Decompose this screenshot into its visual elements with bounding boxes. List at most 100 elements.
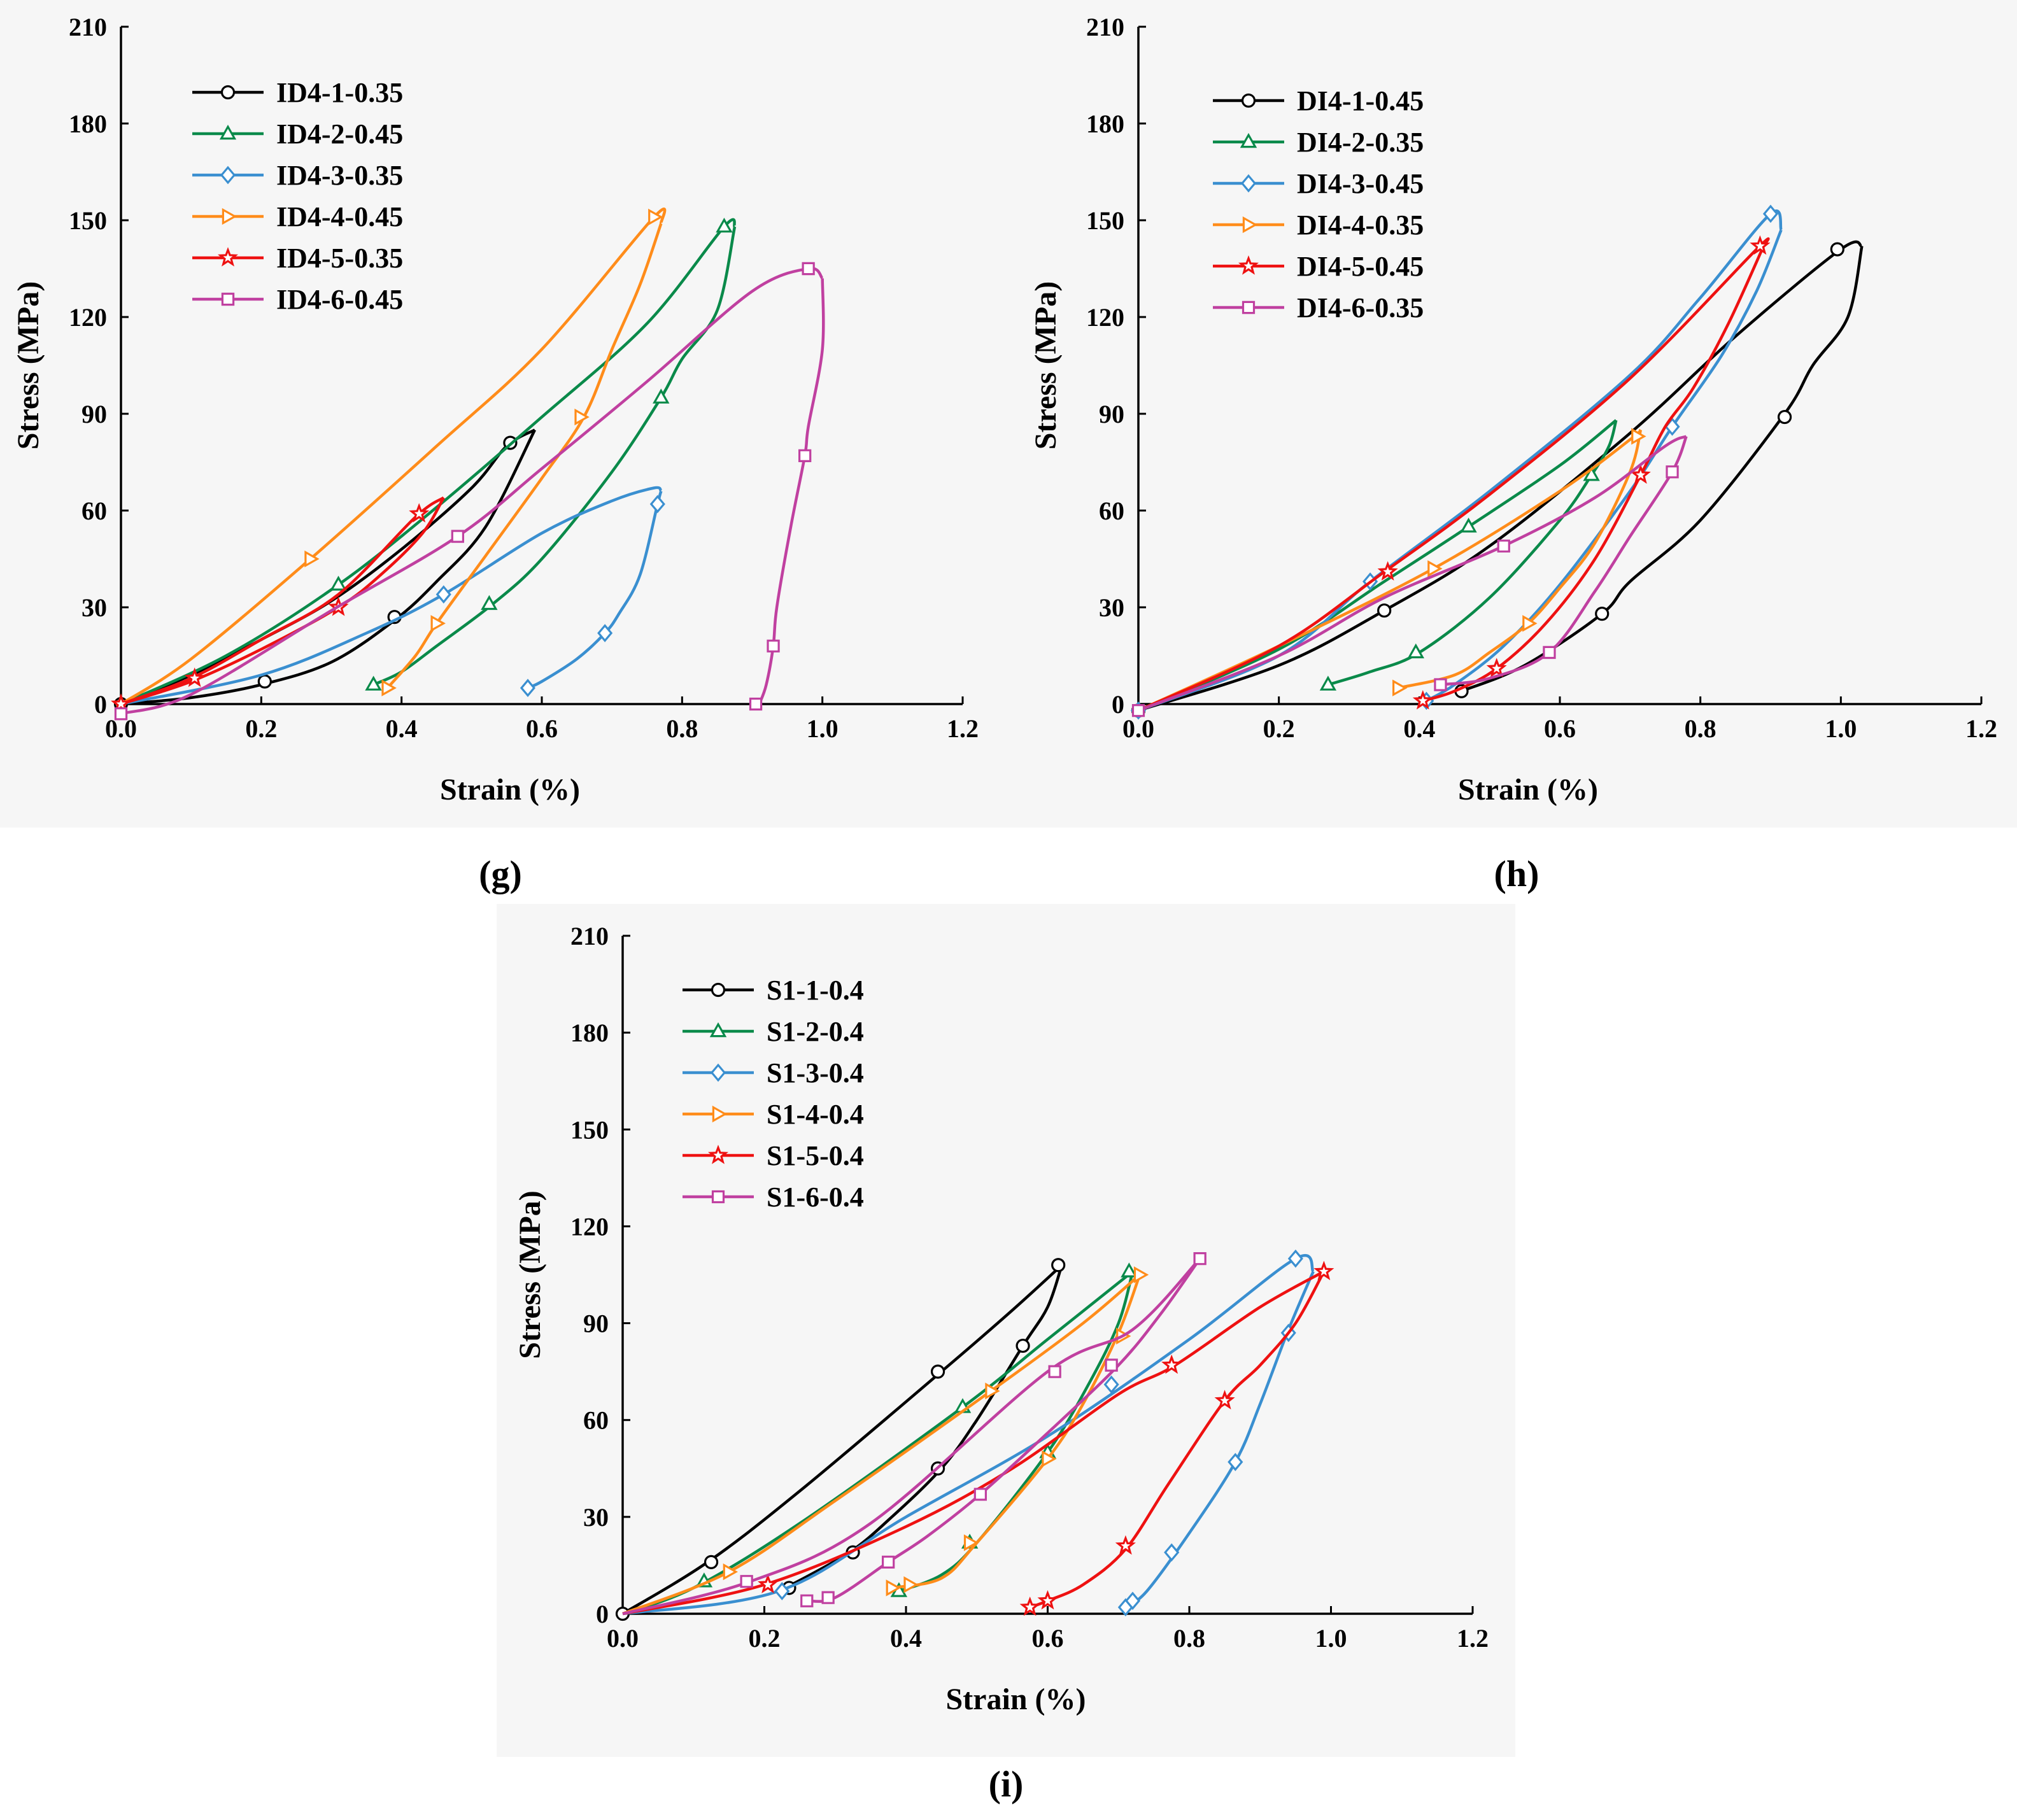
data-point-marker xyxy=(1497,539,1510,553)
series-ID4-1-0.35 xyxy=(113,428,537,712)
data-point-marker xyxy=(520,679,535,697)
series-S1-4-0.4 xyxy=(622,1266,1149,1616)
data-point-marker xyxy=(1319,675,1337,691)
y-tick-label: 180 xyxy=(570,1019,609,1047)
legend-label: S1-2-0.4 xyxy=(767,1016,864,1047)
x-axis-title: Strain (%) xyxy=(440,773,580,807)
legend-marker xyxy=(219,124,237,140)
unloading-curve xyxy=(1422,245,1766,703)
unloading-curve xyxy=(1426,229,1783,702)
data-point-marker xyxy=(1522,615,1538,632)
data-point-marker xyxy=(1392,679,1408,696)
loading-curve xyxy=(120,218,737,706)
legend-marker xyxy=(221,292,235,306)
data-point-marker xyxy=(1164,1543,1180,1562)
chart-i: 0.0 0.2 0.4 0.6 0.8 1.0 1.2 0 30 60 90 120 150 180 210… xyxy=(513,922,1489,1805)
legend-label: ID4-6-0.45 xyxy=(276,284,403,315)
data-point-marker xyxy=(1048,1365,1061,1378)
data-point-marker xyxy=(257,674,272,689)
x-tick-label: 1.0 xyxy=(1315,1624,1347,1653)
loading-curve xyxy=(1138,240,1863,712)
legend-marker xyxy=(710,1063,726,1082)
series-DI4-6-0.35 xyxy=(1131,435,1688,717)
y-axis-title: Stress (MPa) xyxy=(1029,281,1063,449)
data-point-marker xyxy=(1666,465,1679,479)
y-tick-label: 120 xyxy=(570,1212,609,1241)
legend-marker xyxy=(1242,216,1258,234)
data-point-marker xyxy=(802,262,815,276)
loading-curve xyxy=(622,1257,1201,1616)
chart-h: 0.0 0.2 0.4 0.6 0.8 1.0 1.20306090120150180210… xyxy=(1029,13,1997,894)
legend-marker xyxy=(709,1022,727,1038)
data-point-marker xyxy=(1595,607,1610,621)
legend-label: S1-1-0.4 xyxy=(767,975,864,1006)
y-tick-label: 210 xyxy=(1086,13,1124,41)
loading-curve xyxy=(120,428,536,706)
x-tick-label: 0.6 xyxy=(1032,1624,1064,1653)
legend-marker xyxy=(220,85,236,100)
unloading-curve xyxy=(758,278,825,705)
panel-h-background xyxy=(1000,0,2017,828)
data-point-marker xyxy=(409,503,430,523)
data-point-marker xyxy=(821,1591,835,1604)
series-S1-1-0.4 xyxy=(615,1258,1066,1621)
x-tick-label: 1.0 xyxy=(1825,714,1857,743)
legend-marker xyxy=(1240,132,1257,148)
data-point-marker xyxy=(1631,428,1646,445)
loading-curve xyxy=(1138,237,1770,712)
y-tick-label: 120 xyxy=(1086,303,1124,332)
y-tick-label: 120 xyxy=(69,303,107,332)
legend-label: DI4-5-0.45 xyxy=(1297,251,1424,282)
data-point-marker xyxy=(798,449,812,463)
x-tick-label: 0.6 xyxy=(1544,714,1576,743)
data-point-marker xyxy=(1124,1591,1141,1611)
y-tick-label: 150 xyxy=(69,206,107,235)
data-point-marker xyxy=(304,550,320,568)
data-point-marker xyxy=(1762,204,1779,223)
data-point-marker xyxy=(1016,1338,1030,1353)
series-DI4-5-0.45 xyxy=(1138,235,1771,712)
data-point-marker xyxy=(381,679,397,696)
data-point-marker xyxy=(1115,1535,1136,1555)
data-point-marker xyxy=(649,495,665,514)
y-tick-label: 0 xyxy=(596,1600,609,1628)
y-tick-label: 90 xyxy=(1099,400,1124,428)
data-point-marker xyxy=(1583,466,1600,481)
y-tick-label: 150 xyxy=(1086,206,1124,235)
data-point-marker xyxy=(1407,643,1425,659)
data-point-marker xyxy=(1412,690,1433,710)
data-point-marker xyxy=(1830,242,1844,257)
data-point-marker xyxy=(1161,1354,1182,1374)
series-ID4-2-0.45 xyxy=(120,217,737,706)
legend-label: DI4-6-0.35 xyxy=(1297,292,1424,323)
data-point-marker xyxy=(774,1582,790,1600)
data-point-marker xyxy=(740,1575,753,1588)
y-tick-label: 180 xyxy=(69,109,107,138)
loading-curve xyxy=(622,1270,1325,1616)
data-point-marker xyxy=(1105,1358,1118,1372)
x-tick-label: 0.0 xyxy=(607,1624,639,1653)
data-point-marker xyxy=(1750,235,1771,255)
data-point-marker xyxy=(749,697,763,711)
data-point-marker xyxy=(881,1555,895,1569)
legend-label: DI4-4-0.35 xyxy=(1297,209,1424,241)
series-DI4-1-0.45 xyxy=(1131,240,1864,718)
data-point-marker xyxy=(930,1364,945,1379)
series-DI4-3-0.45 xyxy=(1130,204,1783,720)
x-tick-label: 0.8 xyxy=(1685,714,1716,743)
legend-label: ID4-1-0.35 xyxy=(276,77,403,108)
legend-label: ID4-4-0.45 xyxy=(276,201,403,232)
legend-label: ID4-5-0.35 xyxy=(276,243,403,274)
legend-label: S1-4-0.4 xyxy=(767,1099,864,1130)
data-point-marker xyxy=(114,707,128,721)
series-S1-3-0.4 xyxy=(622,1249,1315,1617)
data-point-marker xyxy=(767,639,780,653)
data-point-marker xyxy=(1460,518,1477,533)
data-point-marker xyxy=(451,530,465,543)
legend-marker xyxy=(1241,93,1256,108)
data-point-marker xyxy=(430,615,446,632)
panel-label: (g) xyxy=(479,853,522,894)
legend-label: S1-3-0.4 xyxy=(767,1057,864,1089)
y-tick-label: 210 xyxy=(69,13,107,41)
loading-curve xyxy=(622,1270,1134,1616)
